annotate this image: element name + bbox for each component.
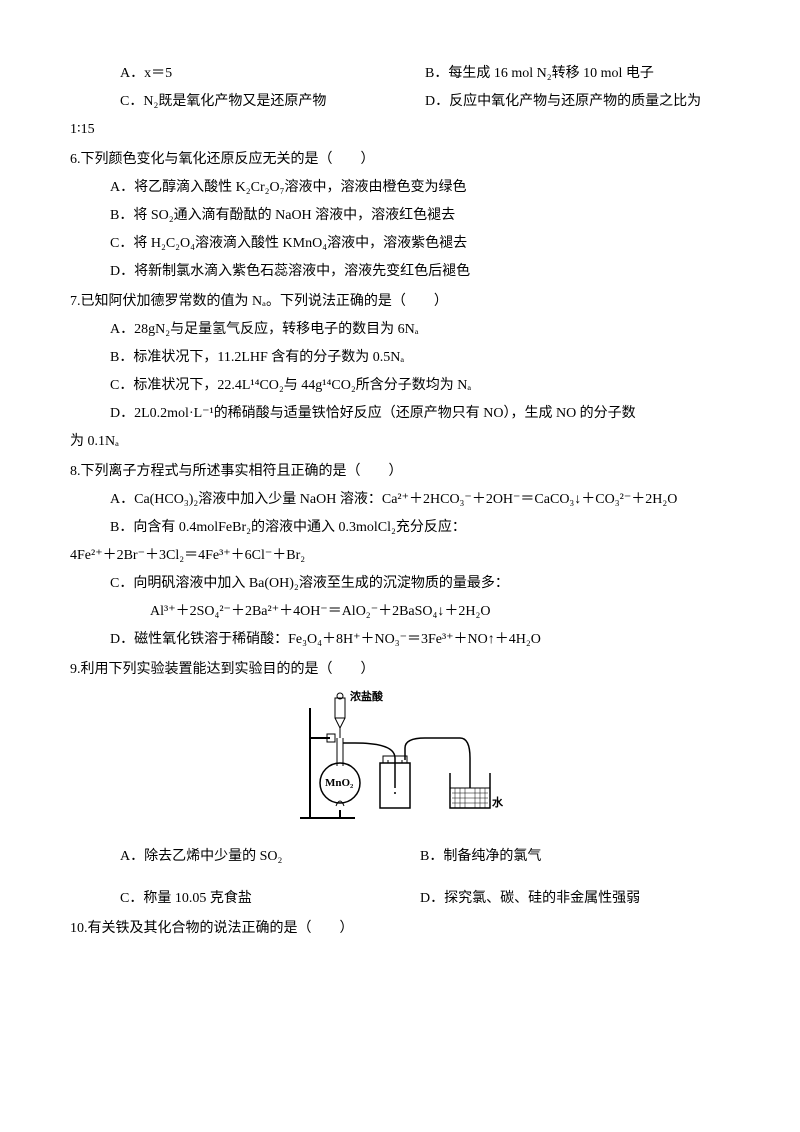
q7-option-d-tail: 为 0.1Nₐ — [70, 428, 730, 456]
q6-option-a: A．将乙醇滴入酸性 K₂Cr₂O₇溶液中，溶液由橙色变为绿色 — [70, 174, 730, 202]
q9-option-d: D．探究氯、碳、硅的非金属性强弱 — [420, 885, 640, 913]
q8-option-d: D．磁性氧化铁溶于稀硝酸：Fe₃O₄＋8H⁺＋NO₃⁻＝3Fe³⁺＋NO↑＋4H… — [70, 626, 730, 654]
q9-apparatus-diagram: 浓盐酸 MnO₂ 水 — [70, 688, 730, 839]
q10-stem: 10.有关铁及其化合物的说法正确的是（ ） — [70, 915, 730, 943]
q8-stem: 8.下列离子方程式与所述事实相符且正确的是（ ） — [70, 458, 730, 486]
q5-option-c: C．N₂既是氧化产物又是还原产物 — [120, 88, 425, 116]
q7-stem: 7.已知阿伏加德罗常数的值为 Nₐ。下列说法正确的是（ ） — [70, 288, 730, 316]
q7-option-a: A．28gN₂与足量氢气反应，转移电子的数目为 6Nₐ — [70, 316, 730, 344]
q7-option-c: C．标准状况下，22.4L¹⁴CO₂与 44g¹⁴CO₂所含分子数均为 Nₐ — [70, 372, 730, 400]
q8-option-c: C．向明矾溶液中加入 Ba(OH)₂溶液至生成的沉淀物质的量最多： — [70, 570, 730, 598]
q9-option-c: C．称量 10.05 克食盐 — [120, 885, 420, 913]
q5-option-a: A．x＝5 — [120, 60, 425, 88]
q6-stem: 6.下列颜色变化与氧化还原反应无关的是（ ） — [70, 146, 730, 174]
q9-option-a: A．除去乙烯中少量的 SO₂ — [120, 843, 420, 871]
q6-option-d: D．将新制氯水滴入紫色石蕊溶液中，溶液先变红色后褪色 — [70, 258, 730, 286]
q9-option-b: B．制备纯净的氯气 — [420, 843, 541, 871]
q7-option-b: B．标准状况下，11.2LHF 含有的分子数为 0.5Nₐ — [70, 344, 730, 372]
q5-option-b: B．每生成 16 mol N₂转移 10 mol 电子 — [425, 60, 730, 88]
q6-option-b: B．将 SO₂通入滴有酚酞的 NaOH 溶液中，溶液红色褪去 — [70, 202, 730, 230]
svg-text:水: 水 — [492, 795, 504, 809]
q5-option-d-tail: 1∶15 — [70, 116, 730, 144]
q8-option-a: A．Ca(HCO₃)₂溶液中加入少量 NaOH 溶液：Ca²⁺＋2HCO₃⁻＋2… — [70, 486, 730, 514]
q7-option-d: D．2L0.2mol·L⁻¹的稀硝酸与适量铁恰好反应（还原产物只有 NO），生成… — [70, 400, 730, 428]
q5-option-d: D．反应中氧化产物与还原产物的质量之比为 — [425, 88, 730, 116]
q8-option-b: B．向含有 0.4molFeBr₂的溶液中通入 0.3molCl₂充分反应： — [70, 514, 730, 542]
q8-option-c-eq: Al³⁺＋2SO₄²⁻＋2Ba²⁺＋4OH⁻＝AlO₂⁻＋2BaSO₄↓＋2H₂… — [70, 598, 730, 626]
q8-option-b-eq: 4Fe²⁺＋2Br⁻＋3Cl₂＝4Fe³⁺＋6Cl⁻＋Br₂ — [70, 542, 730, 570]
q9-stem: 9.利用下列实验装置能达到实验目的的是（ ） — [70, 656, 730, 684]
svg-text:MnO₂: MnO₂ — [325, 777, 354, 789]
svg-text:浓盐酸: 浓盐酸 — [350, 689, 384, 703]
q6-option-c: C．将 H₂C₂O₄溶液滴入酸性 KMnO₄溶液中，溶液紫色褪去 — [70, 230, 730, 258]
